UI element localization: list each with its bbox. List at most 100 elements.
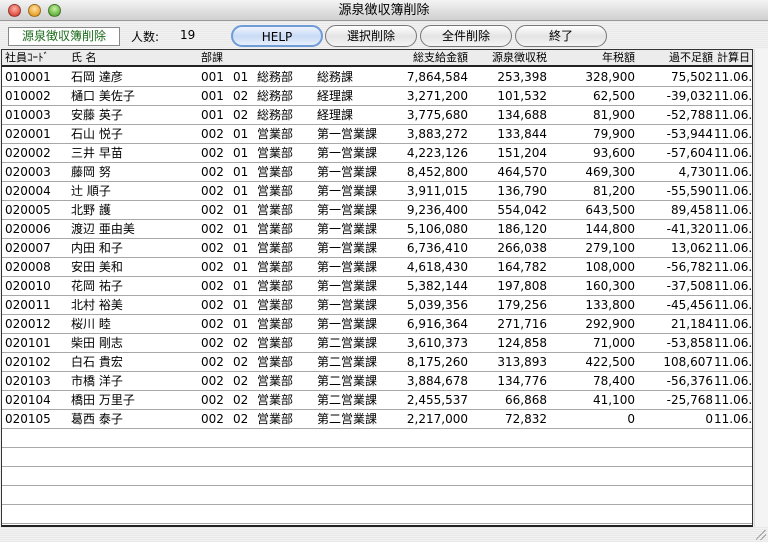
table-row[interactable]: 020006 渡辺 亜由美 002 01 営業部 第一営業課 5,106,080 186,12… xyxy=(2,220,752,239)
annual-tax-cell: 62,500 xyxy=(593,89,635,103)
annual-tax-cell: 108,000 xyxy=(585,260,635,274)
section-code-cell: 02 xyxy=(233,393,249,407)
calc-date-cell: 11.06. xyxy=(714,89,753,103)
employee-table[interactable]: 社員ｺｰﾄﾞ 氏 名 部課 総支給金額 源泉徴収税 年税額 過不足額 計算日 0… xyxy=(1,49,753,527)
employee-code-cell: 010001 xyxy=(5,70,51,84)
minimize-icon[interactable] xyxy=(28,4,41,17)
table-row[interactable]: 020001 石山 悦子 002 01 営業部 第一営業課 3,883,272 133,844… xyxy=(2,125,752,144)
withholding-tax-cell: 554,042 xyxy=(497,203,547,217)
table-row[interactable]: 010001 石岡 達彦 001 01 総務部 総務課 7,864,584 253,398 32… xyxy=(2,68,752,87)
empty-row[interactable] xyxy=(2,524,752,525)
dept-code-cell: 002 xyxy=(201,336,224,350)
empty-row[interactable] xyxy=(2,486,752,505)
table-row[interactable]: 020004 辻 順子 002 01 営業部 第一営業課 3,911,015 136,790 8… xyxy=(2,182,752,201)
help-button[interactable]: HELP xyxy=(231,25,323,47)
section-code-cell: 01 xyxy=(233,127,249,141)
table-row[interactable]: 020010 花岡 祐子 002 01 営業部 第一営業課 5,382,144 197,808… xyxy=(2,277,752,296)
employee-name-cell: 石山 悦子 xyxy=(71,127,123,141)
resize-grip-icon[interactable] xyxy=(756,530,766,540)
empty-row[interactable] xyxy=(2,429,752,448)
table-row[interactable]: 020105 葛西 泰子 002 02 営業部 第二営業課 2,217,000 72,832 0… xyxy=(2,410,752,429)
employee-name-cell: 安田 美和 xyxy=(71,260,123,274)
withholding-tax-cell: 271,716 xyxy=(497,317,547,331)
count-label: 人数: xyxy=(131,30,160,44)
section-name-cell: 経理課 xyxy=(317,89,354,103)
employee-name-cell: 樋口 美佐子 xyxy=(71,89,135,103)
table-row[interactable]: 020007 内田 和子 002 01 営業部 第一営業課 6,736,410 266,038… xyxy=(2,239,752,258)
gross-pay-cell: 3,884,678 xyxy=(406,374,468,388)
delete-all-button[interactable]: 全件削除 xyxy=(420,25,512,47)
table-row[interactable]: 010002 樋口 美佐子 001 02 総務部 経理課 3,271,200 101,532 6… xyxy=(2,87,752,106)
dept-name-cell: 営業部 xyxy=(257,279,294,293)
table-row[interactable]: 020002 三井 早苗 002 01 営業部 第一営業課 4,223,126 151,204… xyxy=(2,144,752,163)
section-name-cell: 第一営業課 xyxy=(317,203,378,217)
gross-pay-cell: 4,223,126 xyxy=(406,146,468,160)
difference-cell: 0 xyxy=(705,412,713,426)
quit-button[interactable]: 終了 xyxy=(515,25,607,47)
table-row[interactable]: 020011 北村 裕美 002 01 営業部 第一営業課 5,039,356 179,256… xyxy=(2,296,752,315)
table-row[interactable]: 020104 橋田 万里子 002 02 営業部 第二営業課 2,455,537 66,868… xyxy=(2,391,752,410)
section-code-cell: 01 xyxy=(233,260,249,274)
scrollbar[interactable] xyxy=(754,49,768,527)
dept-code-cell: 002 xyxy=(201,279,224,293)
calc-date-cell: 11.06. xyxy=(714,298,753,312)
gross-pay-cell: 8,452,800 xyxy=(406,165,468,179)
table-row[interactable]: 020008 安田 美和 002 01 営業部 第一営業課 4,618,430 164,782… xyxy=(2,258,752,277)
employee-code-cell: 020101 xyxy=(5,336,51,350)
section-code-cell: 01 xyxy=(233,203,249,217)
employee-name-cell: 白石 貴宏 xyxy=(71,355,123,369)
employee-code-cell: 020104 xyxy=(5,393,51,407)
section-code-cell: 01 xyxy=(233,165,249,179)
empty-row[interactable] xyxy=(2,467,752,486)
table-row[interactable]: 020005 北野 護 002 01 営業部 第一営業課 9,236,400 554,042 6… xyxy=(2,201,752,220)
header-annual-tax: 年税額 xyxy=(602,51,635,64)
table-row[interactable]: 020003 藤岡 努 002 01 営業部 第一営業課 8,452,800 464,570 4… xyxy=(2,163,752,182)
table-row[interactable]: 020103 市橋 洋子 002 02 営業部 第二営業課 3,884,678 134,776… xyxy=(2,372,752,391)
table-row[interactable]: 020012 桜川 睦 002 01 営業部 第一営業課 6,916,364 271,716 2… xyxy=(2,315,752,334)
empty-row[interactable] xyxy=(2,448,752,467)
withholding-tax-cell: 164,782 xyxy=(497,260,547,274)
employee-code-cell: 020008 xyxy=(5,260,51,274)
dept-name-cell: 総務部 xyxy=(257,70,294,84)
employee-name-cell: 内田 和子 xyxy=(71,241,123,255)
annual-tax-cell: 81,900 xyxy=(593,108,635,122)
table-row[interactable]: 020101 柴田 剛志 002 02 営業部 第二営業課 3,610,373 124,858… xyxy=(2,334,752,353)
difference-cell: -37,508 xyxy=(666,279,713,293)
withholding-tax-cell: 197,808 xyxy=(497,279,547,293)
annual-tax-cell: 643,500 xyxy=(585,203,635,217)
section-name-cell: 第一営業課 xyxy=(317,260,378,274)
calc-date-cell: 11.06. xyxy=(714,241,753,255)
section-code-cell: 01 xyxy=(233,184,249,198)
withholding-tax-cell: 151,204 xyxy=(497,146,547,160)
delete-selected-button[interactable]: 選択削除 xyxy=(325,25,417,47)
window-title: 源泉徴収簿削除 xyxy=(338,3,430,18)
section-name-cell: 第一営業課 xyxy=(317,317,378,331)
header-gross: 総支給金額 xyxy=(413,51,468,64)
calc-date-cell: 11.06. xyxy=(714,222,753,236)
difference-cell: -56,782 xyxy=(666,260,713,274)
gross-pay-cell: 3,911,015 xyxy=(406,184,468,198)
employee-name-cell: 辻 順子 xyxy=(71,184,111,198)
screen-name-label: 源泉徴収簿削除 xyxy=(8,27,120,46)
calc-date-cell: 11.06. xyxy=(714,184,753,198)
difference-cell: -45,456 xyxy=(666,298,713,312)
employee-code-cell: 020004 xyxy=(5,184,51,198)
employee-name-cell: 北村 裕美 xyxy=(71,298,123,312)
title-bar[interactable]: 源泉徴収簿削除 xyxy=(0,0,768,21)
section-code-cell: 01 xyxy=(233,317,249,331)
empty-row[interactable] xyxy=(2,505,752,524)
zoom-icon[interactable] xyxy=(48,4,61,17)
dept-code-cell: 002 xyxy=(201,165,224,179)
employee-code-cell: 020006 xyxy=(5,222,51,236)
gross-pay-cell: 2,455,537 xyxy=(406,393,468,407)
count-value: 19 xyxy=(180,28,196,42)
table-row[interactable]: 010003 安藤 英子 001 02 総務部 経理課 3,775,680 134,688 81… xyxy=(2,106,752,125)
employee-name-cell: 柴田 剛志 xyxy=(71,336,123,350)
gross-pay-cell: 3,883,272 xyxy=(406,127,468,141)
table-row[interactable]: 020102 白石 貴宏 002 02 営業部 第二営業課 8,175,260 313,893… xyxy=(2,353,752,372)
employee-code-cell: 020012 xyxy=(5,317,51,331)
difference-cell: -55,590 xyxy=(666,184,713,198)
dept-code-cell: 002 xyxy=(201,184,224,198)
close-icon[interactable] xyxy=(8,4,21,17)
annual-tax-cell: 71,000 xyxy=(593,336,635,350)
